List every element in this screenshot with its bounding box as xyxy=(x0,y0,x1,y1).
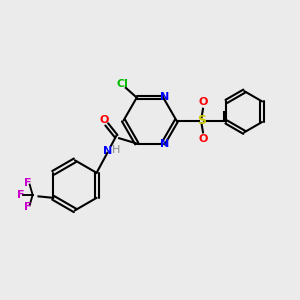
Text: N: N xyxy=(103,146,112,156)
Text: N: N xyxy=(160,92,169,102)
Text: O: O xyxy=(99,115,109,125)
Text: F: F xyxy=(25,202,32,212)
Text: O: O xyxy=(199,97,208,107)
Text: H: H xyxy=(112,145,120,155)
Text: N: N xyxy=(160,139,169,149)
Text: O: O xyxy=(199,134,208,144)
Text: F: F xyxy=(25,178,32,188)
Text: S: S xyxy=(197,114,206,127)
Text: Cl: Cl xyxy=(116,80,128,89)
Text: F: F xyxy=(17,190,25,200)
